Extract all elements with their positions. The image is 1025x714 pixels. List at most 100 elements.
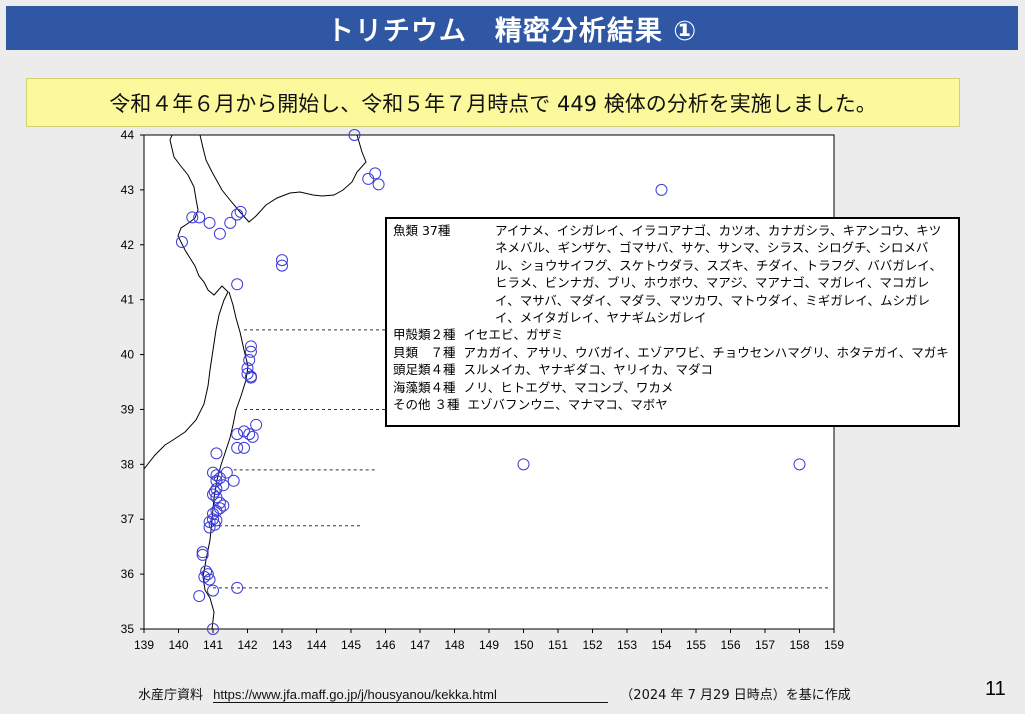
sample-point (517, 458, 530, 471)
legend-category: その他 ３種 (393, 397, 460, 413)
legend-category: 甲殻類２種 (393, 327, 456, 343)
sample-point (231, 441, 244, 454)
sample-point (362, 172, 375, 185)
sample-point (186, 211, 199, 224)
sample-point (244, 345, 257, 358)
x-tick-label: 151 (548, 638, 568, 652)
source-footer: 水産庁資料 https://www.jfa.maff.go.jp/j/housy… (138, 684, 851, 703)
sample-point (231, 428, 244, 441)
legend-category: 魚類 37種 (393, 223, 451, 238)
legend-species: スルメイカ、ヤナギダコ、ヤリイカ、マダコ (463, 362, 713, 378)
legend-species: アカガイ、アサリ、ウバガイ、エゾアワビ、チョウセンハマグリ、ホタテガイ、マガキ (463, 344, 949, 360)
sample-point (207, 488, 219, 501)
x-tick-label: 158 (789, 638, 809, 652)
legend-species: ノリ、ヒトエグサ、マコンブ、ワカメ (463, 379, 674, 395)
sample-point (203, 521, 216, 534)
y-tick-label: 35 (121, 622, 135, 636)
x-tick-label: 152 (582, 638, 602, 652)
sample-point (246, 430, 259, 443)
x-tick-label: 140 (168, 638, 188, 652)
legend-row: 頭足類４種 スルメイカ、ヤナギダコ、ヤリイカ、マダコ (393, 361, 952, 378)
y-tick-label: 41 (121, 293, 135, 307)
legend-row: 海藻類４種 ノリ、ヒトエグサ、マコンブ、ワカメ (393, 379, 952, 396)
legend-species: イセエビ、ガザミ (463, 327, 564, 343)
x-tick-label: 142 (237, 638, 257, 652)
sample-point (348, 129, 361, 141)
summary-banner: 令和４年６月から開始し、令和５年７月時点で 449 検体の分析を実施しました。 (26, 78, 960, 127)
sample-point (201, 568, 214, 581)
y-tick-label: 42 (121, 238, 135, 252)
sample-point (217, 479, 230, 492)
sample-point (372, 178, 385, 191)
sample-point (203, 216, 216, 229)
x-tick-label: 143 (272, 638, 292, 652)
sample-point (234, 205, 247, 218)
sample-point (196, 546, 209, 559)
x-tick-label: 145 (341, 638, 361, 652)
x-tick-label: 156 (720, 638, 740, 652)
sample-point (241, 367, 254, 380)
legend-category: 貝類 ７種 (393, 344, 456, 360)
sample-point (193, 590, 206, 603)
x-tick-label: 139 (134, 638, 154, 652)
sample-point (208, 485, 221, 498)
y-tick-label: 36 (121, 567, 135, 581)
coastline (143, 134, 367, 630)
source-link[interactable]: https://www.jfa.maff.go.jp/j/housyanou/k… (213, 687, 609, 703)
sample-point (175, 236, 188, 249)
sample-point (210, 504, 223, 517)
legend-row: 貝類 ７種 アカガイ、アサリ、ウバガイ、エゾアワビ、チョウセンハマグリ、ホタテガ… (393, 344, 952, 361)
legend-species: エゾバフンウニ、マナマコ、マボヤ (467, 397, 668, 413)
sample-point (200, 565, 213, 578)
y-tick-label: 39 (121, 402, 135, 416)
sample-point (196, 548, 209, 561)
legend-category: 頭足類４種 (393, 362, 456, 378)
legend-row: 甲殻類２種 イセエビ、ガザミ (393, 326, 952, 343)
sample-points (175, 129, 806, 635)
sample-point (213, 227, 226, 240)
sample-point (231, 208, 244, 221)
x-tick-label: 159 (824, 638, 844, 652)
sample-point (213, 472, 226, 485)
sample-point (243, 354, 256, 367)
legend-species: アイナメ、イシガレイ、イラコアナゴ、カツオ、カナガシラ、キアンコウ、キツネメバル… (495, 223, 943, 326)
x-tick-label: 144 (306, 638, 326, 652)
sample-point (203, 573, 216, 586)
legend-row: 魚類 37種 アイナメ、イシガレイ、イラコアナゴ、カツオ、カナガシラ、キアンコウ… (393, 222, 952, 326)
y-tick-label: 44 (121, 128, 135, 142)
sample-point (793, 458, 806, 471)
y-tick-label: 37 (121, 512, 135, 526)
x-tick-label: 141 (203, 638, 223, 652)
sample-point (276, 254, 288, 267)
y-axis-ticks: 35 36 37 38 39 40 41 42 43 44 (121, 128, 144, 636)
sample-point (250, 418, 263, 431)
sample-point (231, 278, 244, 291)
y-tick-label: 43 (121, 183, 135, 197)
x-tick-label: 154 (651, 638, 671, 652)
sample-point (210, 447, 223, 460)
sample-point (213, 496, 226, 509)
x-tick-label: 148 (444, 638, 464, 652)
sample-point (655, 183, 668, 196)
sample-point (276, 259, 288, 272)
y-tick-label: 38 (121, 457, 135, 471)
source-label: 水産庁資料 (138, 688, 204, 703)
x-tick-label: 157 (755, 638, 775, 652)
x-axis-ticks: 139 140 141 142 143 144 145 146 147 148 149 150 151 1… (134, 629, 844, 652)
y-tick-label: 40 (121, 348, 135, 362)
reference-lines (213, 329, 831, 589)
legend-row: その他 ３種 エゾバフンウニ、マナマコ、マボヤ (393, 396, 952, 413)
sample-point (238, 441, 251, 454)
x-tick-label: 155 (686, 638, 706, 652)
sample-point (207, 623, 219, 635)
source-note: （2024 年 7 月29 日時点）を基に作成 (620, 688, 851, 703)
x-tick-label: 147 (410, 638, 430, 652)
sample-point (244, 340, 257, 353)
x-tick-label: 150 (513, 638, 533, 652)
page-number: 11 (985, 678, 1006, 700)
slide-title: トリチウム 精密分析結果 ① (6, 6, 1018, 50)
x-tick-label: 146 (375, 638, 395, 652)
legend-category: 海藻類４種 (393, 379, 456, 395)
x-tick-label: 149 (479, 638, 499, 652)
sample-point (227, 474, 240, 487)
